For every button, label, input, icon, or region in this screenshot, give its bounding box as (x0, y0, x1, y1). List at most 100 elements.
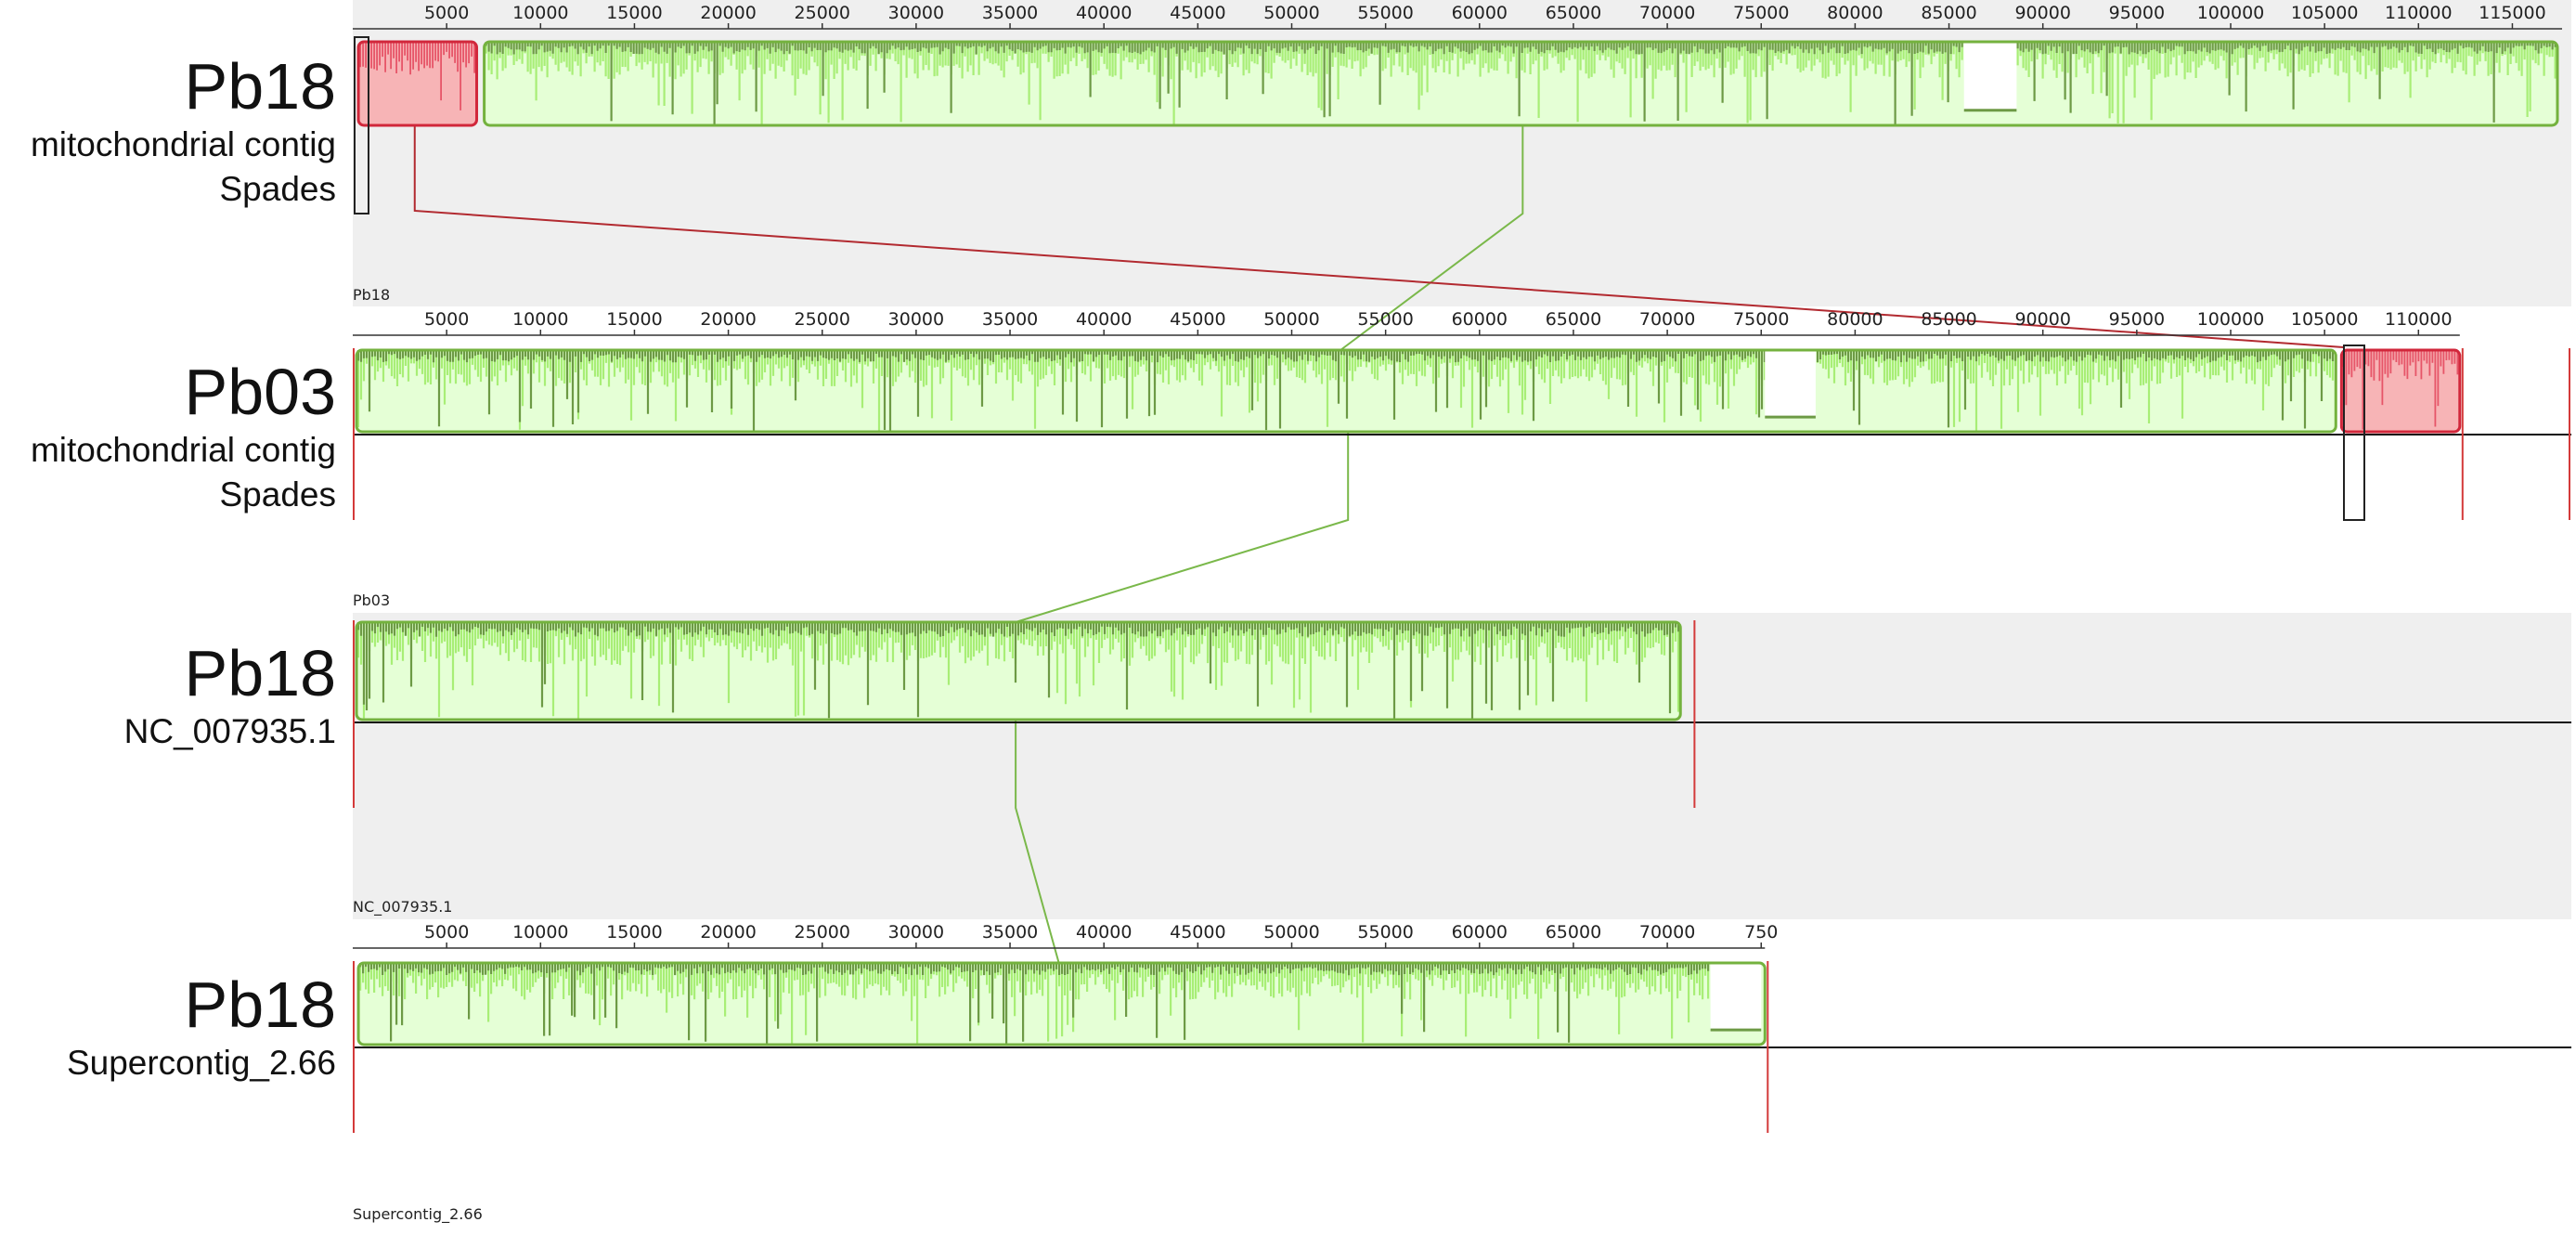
ruler-tick-label: 80000 (1827, 3, 1883, 23)
ruler-tick-label: 75000 (1733, 3, 1789, 23)
ruler-tick-label: 40000 (1076, 309, 1132, 330)
track-footer-label: Pb03 (353, 592, 390, 609)
ruler-tick-label: 30000 (888, 309, 944, 330)
ruler-tick-label: 35000 (982, 922, 1038, 942)
ruler-tick-label: 100000 (2197, 309, 2265, 330)
track-footer-label: Supercontig_2.66 (353, 1205, 483, 1224)
ruler-tick-label: 25000 (795, 922, 850, 942)
ruler-tick-label: 100000 (2197, 3, 2265, 23)
ruler-tick-label: 65000 (1546, 3, 1601, 23)
ruler-tick-label: 30000 (888, 922, 944, 942)
track-label-name: Pb03 (184, 356, 336, 428)
alignment-gap (1765, 350, 1816, 418)
track-label-subtitle: Spades (219, 475, 337, 514)
block-fill (484, 42, 2557, 125)
ruler-tick-label: 70000 (1639, 3, 1695, 23)
track-footer-label: Pb18 (353, 286, 390, 304)
rearranged-block (356, 40, 479, 127)
track-label-name: Pb18 (184, 637, 336, 709)
ruler-tick-label: 50000 (1263, 922, 1319, 942)
ruler-tick-label: 45000 (1170, 309, 1225, 330)
ruler-tick-label: 105000 (2291, 3, 2359, 23)
ruler-tick-label: 70000 (1639, 922, 1695, 942)
ruler-tick-label: 10000 (512, 922, 568, 942)
ruler-tick-label: 5000 (424, 309, 469, 330)
selection-box (354, 36, 369, 214)
track-label-pb18-nc: Pb18 NC_007935.1 (0, 637, 336, 754)
ruler-tick-label: 50000 (1263, 309, 1319, 330)
ruler-tick-label: 55000 (1357, 922, 1413, 942)
ruler-tick-label: 70000 (1639, 309, 1695, 330)
block-border (356, 40, 479, 127)
alignment-gap (1963, 42, 2017, 110)
block-border (483, 40, 2559, 127)
ruler-tick-label: 90000 (2014, 3, 2070, 23)
ruler-tick-label: 60000 (1452, 3, 1508, 23)
track-label-subtitle: Supercontig_2.66 (66, 1044, 336, 1082)
ruler-tick-label: 35000 (982, 3, 1038, 23)
ruler-tick-label: 20000 (700, 309, 756, 330)
track-label-subtitle: mitochondrial contig (30, 125, 336, 163)
track-footer-label: NC_007935.1 (353, 898, 452, 916)
ruler-tick-label: 90000 (2014, 309, 2070, 330)
ruler-tick-label: 80000 (1827, 309, 1883, 330)
ruler-tick-label: 30000 (888, 3, 944, 23)
ruler-tick-label: 5000 (424, 3, 469, 23)
block-fill (2341, 350, 2460, 432)
selection-box (2343, 344, 2365, 521)
track-pb03-spades: 5000 10000 15000 20000 25000 30000 35000 40000 4… (353, 309, 2571, 609)
ruler-tick-label: 40000 (1076, 922, 1132, 942)
track-label-pb18-supercontig: Pb18 Supercontig_2.66 (0, 968, 336, 1086)
ruler-tick-label: 50000 (1263, 3, 1319, 23)
ruler-tick-label: 25000 (795, 309, 850, 330)
alignment-gap (1710, 963, 1762, 1031)
ruler-tick-label: 20000 (700, 922, 756, 942)
ruler-tick-label: 75000 (1733, 309, 1789, 330)
ruler-tick-label: 35000 (982, 309, 1038, 330)
track-label-subtitle: Spades (219, 170, 337, 208)
ruler-tick-label: 55000 (1357, 309, 1413, 330)
ruler-tick-label: 5000 (424, 922, 469, 942)
ruler-tick-label: 15000 (606, 309, 662, 330)
track-label-name: Pb18 (184, 968, 336, 1041)
similarity-profile-dark (356, 350, 2335, 432)
collinear-link (1015, 720, 1060, 964)
ruler-tick-label: 20000 (700, 3, 756, 23)
collinear-block (355, 620, 1682, 722)
track-panels (353, 0, 2571, 919)
ruler-tick-label: 110000 (2385, 309, 2453, 330)
ruler-tick-label: 105000 (2291, 309, 2359, 330)
collinear-link (1015, 432, 1350, 623)
track-label-name: Pb18 (184, 50, 336, 123)
ruler-tick-label: 40000 (1076, 3, 1132, 23)
ruler-tick-label: 15000 (606, 922, 662, 942)
track-pb18-spades: 5000 10000 15000 20000 25000 30000 35000 40000 4… (353, 3, 2562, 304)
ruler-tick-label: 10000 (512, 3, 568, 23)
ruler-tick-label: 115000 (2479, 3, 2546, 23)
ruler-tick-label: 95000 (2109, 309, 2165, 330)
ruler-tick-label: 750 (1744, 922, 1778, 942)
collinear-block (356, 961, 1767, 1046)
ruler-tick-label: 60000 (1452, 309, 1508, 330)
track-pb18-nc: NC_007935.1 (353, 620, 2571, 916)
block-fill (358, 42, 477, 125)
track-label-subtitle: mitochondrial contig (30, 431, 336, 469)
track-label-pb03-spades: Pb03 mitochondrial contig Spades (0, 356, 336, 517)
collinear-block (483, 40, 2559, 127)
ruler-tick-label: 65000 (1546, 922, 1601, 942)
block-border (2339, 348, 2462, 434)
block-border (356, 961, 1767, 1046)
block-border (355, 620, 1682, 722)
track-label-subtitle: NC_007935.1 (123, 712, 336, 750)
ruler-tick-label: 45000 (1170, 3, 1225, 23)
ruler-tick-label: 110000 (2385, 3, 2453, 23)
ruler-tick-label: 15000 (606, 3, 662, 23)
ruler-tick-label: 25000 (795, 3, 850, 23)
track-pb18-supercontig: 5000 10000 15000 20000 25000 30000 35000 40000 4… (353, 922, 2571, 1224)
ruler-tick-label: 85000 (1921, 309, 1976, 330)
block-fill (356, 622, 1681, 720)
ruler-tick-label: 95000 (2109, 3, 2165, 23)
collinear-block (355, 348, 2337, 434)
similarity-profile-dark (356, 622, 1680, 720)
